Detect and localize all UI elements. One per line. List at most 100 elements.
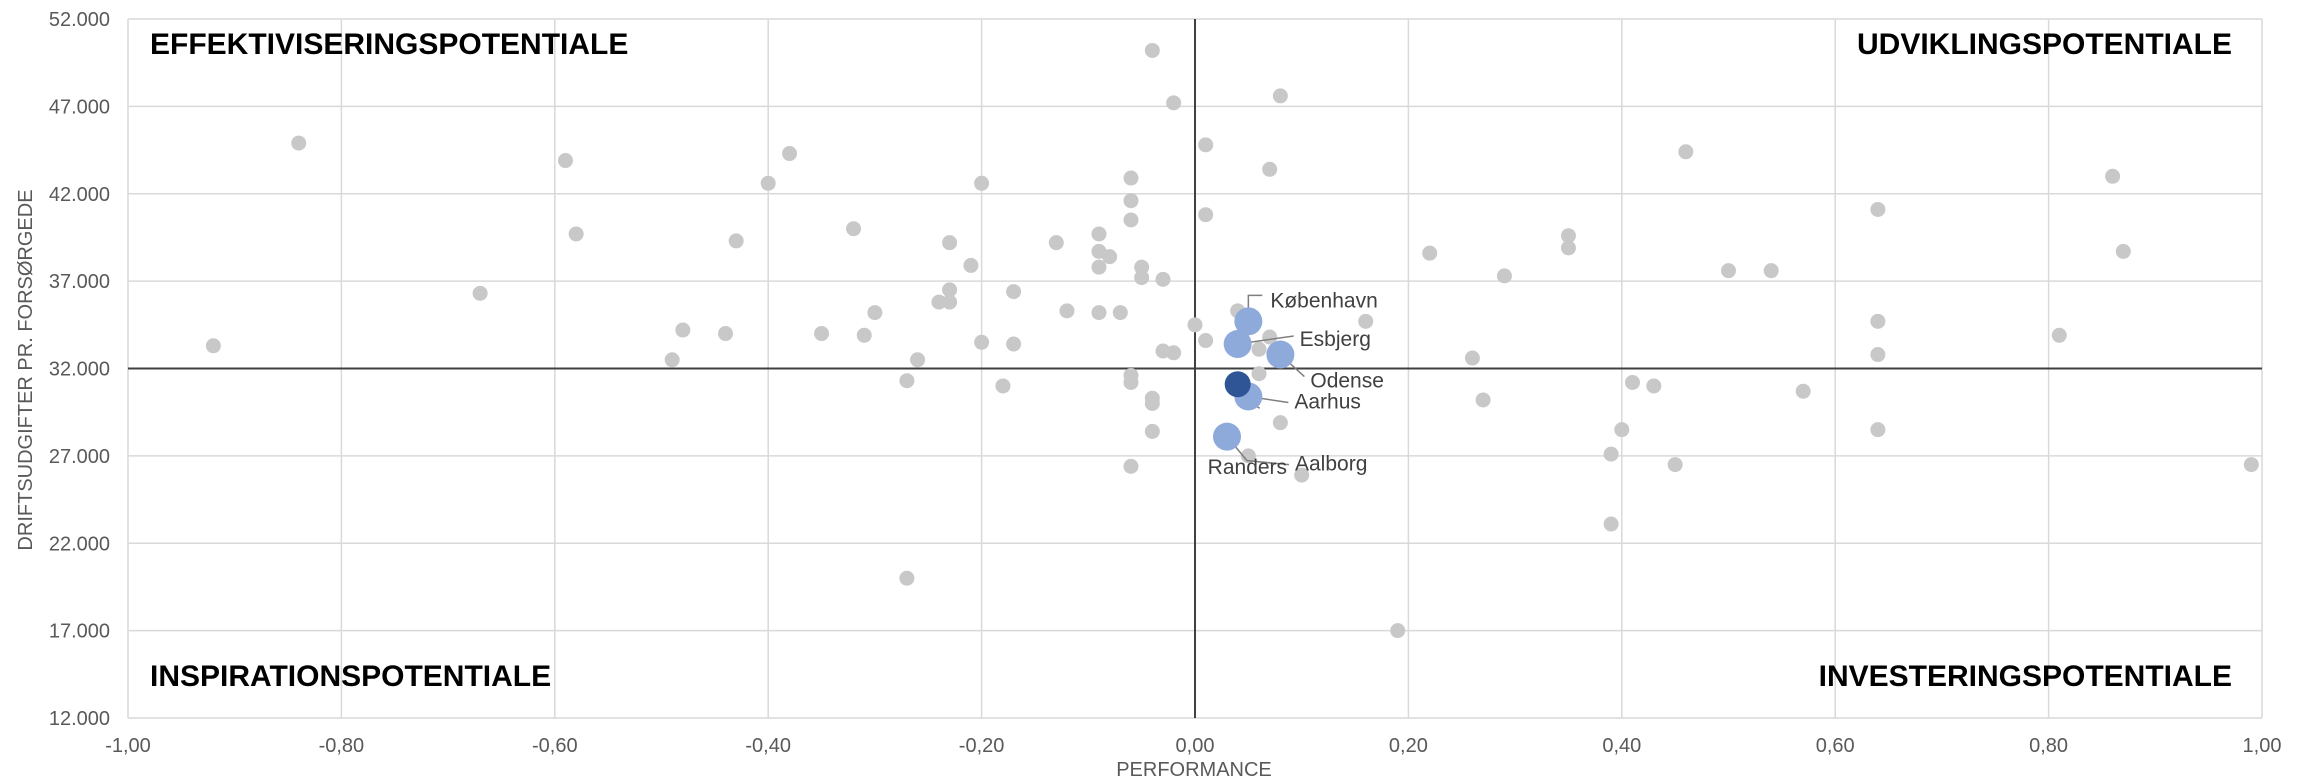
data-point xyxy=(942,282,958,298)
data-point xyxy=(1603,516,1619,532)
city-label: Randers xyxy=(1208,456,1287,479)
data-point xyxy=(205,338,221,354)
data-point xyxy=(1123,170,1139,186)
data-point xyxy=(1112,305,1128,321)
city-point xyxy=(1234,307,1263,336)
data-point xyxy=(291,135,307,151)
reference-lines xyxy=(128,19,2262,718)
data-point xyxy=(1496,268,1512,284)
data-point xyxy=(1870,201,1886,217)
y-tick-label: 17.000 xyxy=(49,621,110,643)
quadrant-label-top-left: EFFEKTIVISERINGSPOTENTIALE xyxy=(150,28,628,61)
data-point xyxy=(899,373,915,389)
quadrant-label-bottom-left: INSPIRATIONSPOTENTIALE xyxy=(150,660,551,693)
data-point xyxy=(1144,42,1160,58)
data-point xyxy=(942,235,958,251)
data-point xyxy=(782,146,798,162)
x-tick-label: -0,20 xyxy=(959,735,1005,757)
city-point xyxy=(1223,330,1252,359)
y-tick-label: 22.000 xyxy=(49,533,110,555)
y-tick-label: 52.000 xyxy=(49,9,110,31)
data-point xyxy=(1464,350,1480,366)
data-point xyxy=(1091,305,1107,321)
data-point xyxy=(718,326,734,342)
data-point xyxy=(1390,623,1406,639)
x-tick-label: -1,00 xyxy=(105,735,151,757)
data-point xyxy=(814,326,830,342)
city-point xyxy=(1266,340,1295,369)
data-point xyxy=(846,221,862,237)
city-label: Aalborg xyxy=(1295,453,1367,476)
data-point xyxy=(1870,347,1886,363)
data-point xyxy=(2105,168,2121,184)
data-point xyxy=(1123,374,1139,390)
data-point xyxy=(1667,457,1683,473)
data-point xyxy=(1240,448,1256,464)
city-label: Odense xyxy=(1310,370,1384,393)
x-tick-label: 0,00 xyxy=(1176,735,1215,757)
data-point xyxy=(1134,270,1150,286)
y-tick-label: 42.000 xyxy=(49,184,110,206)
city-point xyxy=(1224,371,1251,398)
x-axis-title: PERFORMANCE xyxy=(1116,759,1272,781)
y-tick-label: 12.000 xyxy=(49,708,110,730)
other-points xyxy=(205,42,2259,639)
data-point xyxy=(760,175,776,191)
data-point xyxy=(1870,422,1886,438)
x-tick-label: 0,20 xyxy=(1389,735,1428,757)
data-point xyxy=(1603,446,1619,462)
data-point xyxy=(1144,423,1160,439)
x-tick-label: 0,60 xyxy=(1816,735,1855,757)
data-point xyxy=(1560,228,1576,244)
data-point xyxy=(1091,259,1107,275)
data-point xyxy=(1144,395,1160,411)
data-point xyxy=(1614,422,1630,438)
data-point xyxy=(1155,271,1171,287)
x-tick-label: -0,40 xyxy=(745,735,791,757)
data-point xyxy=(1091,226,1107,242)
data-point xyxy=(1166,345,1182,361)
data-point xyxy=(2115,243,2131,259)
data-point xyxy=(1251,341,1267,357)
y-axis-title: DRIFTSUDGIFTER PR. FORSØRGEDE xyxy=(15,189,37,550)
x-tick-label: -0,80 xyxy=(319,735,365,757)
city-point xyxy=(1213,422,1242,451)
data-point xyxy=(974,175,990,191)
data-point xyxy=(1198,333,1214,349)
data-point xyxy=(1678,144,1694,160)
data-point xyxy=(2051,327,2067,343)
data-point xyxy=(974,334,990,350)
data-point xyxy=(856,327,872,343)
data-point xyxy=(1624,374,1640,390)
city-points xyxy=(1213,307,1295,451)
data-point xyxy=(1475,392,1491,408)
data-point xyxy=(472,285,488,301)
data-point xyxy=(1262,161,1278,177)
data-point xyxy=(1059,303,1075,319)
y-axis-ticks: 12.000 17.000 22.000 27.000 32.000 37.000 42.0… xyxy=(49,9,110,730)
data-point xyxy=(1198,137,1214,153)
data-point xyxy=(995,378,1011,394)
data-point xyxy=(728,233,744,249)
y-tick-label: 37.000 xyxy=(49,271,110,293)
data-point xyxy=(568,226,584,242)
data-point xyxy=(1251,366,1267,382)
data-point xyxy=(1048,235,1064,251)
data-point xyxy=(1358,313,1374,329)
data-point xyxy=(1123,212,1139,228)
data-point xyxy=(963,257,979,273)
data-point xyxy=(675,322,691,338)
data-point xyxy=(1294,467,1310,483)
data-point xyxy=(1560,240,1576,256)
data-point xyxy=(910,352,926,368)
x-tick-label: 1,00 xyxy=(2243,735,2282,757)
data-point xyxy=(867,305,883,321)
data-point xyxy=(1721,263,1736,279)
data-point xyxy=(1123,458,1139,474)
y-tick-label: 32.000 xyxy=(49,359,110,381)
quadrant-label-bottom-right: INVESTERINGSPOTENTIALE xyxy=(1819,660,2232,693)
data-point xyxy=(1795,383,1811,399)
data-point xyxy=(1134,259,1150,275)
